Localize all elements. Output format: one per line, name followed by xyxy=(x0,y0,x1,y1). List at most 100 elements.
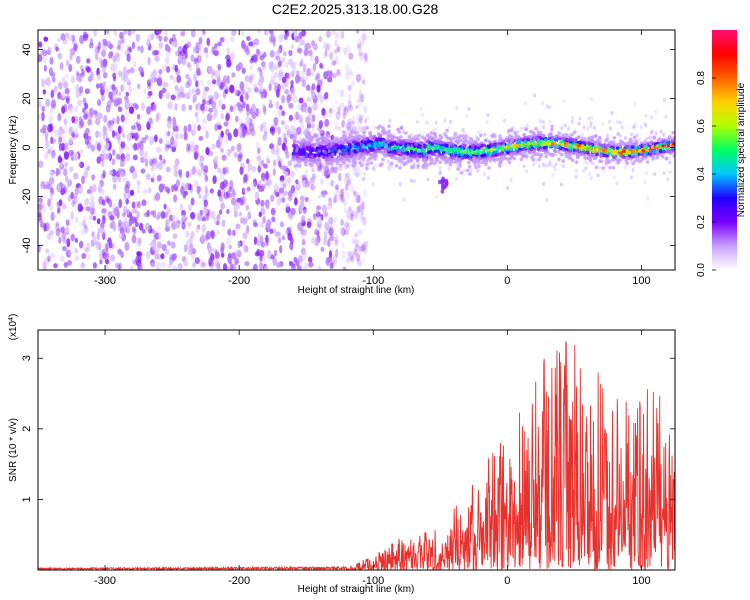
spectrogram-point xyxy=(356,113,361,121)
spectrogram-point xyxy=(637,137,641,142)
spectrogram-point xyxy=(672,154,675,158)
x-tick-label: -200 xyxy=(228,275,250,287)
spectrogram-point xyxy=(313,146,317,151)
spectrogram-point xyxy=(154,251,159,261)
x-tick-label: -300 xyxy=(94,275,116,287)
spectrogram-point xyxy=(120,141,126,149)
spectrogram-point xyxy=(388,163,392,167)
spectrogram-point xyxy=(561,164,566,169)
spectrogram-point xyxy=(469,137,473,141)
spectrogram-point xyxy=(524,169,529,174)
spectrogram-point xyxy=(644,124,648,128)
spectrogram-point xyxy=(206,212,210,221)
spectrogram-point xyxy=(642,154,646,158)
spectrogram-point xyxy=(263,51,267,58)
spectrogram-point xyxy=(662,140,666,145)
spectrogram-point xyxy=(587,116,591,121)
spectrogram-point xyxy=(192,97,196,104)
spectrogram-point xyxy=(174,103,178,111)
spectrogram-point xyxy=(252,104,256,113)
spectrogram-point xyxy=(324,221,330,231)
spectrogram-point xyxy=(69,166,74,173)
spectrogram-point xyxy=(133,142,137,151)
spectrogram-point xyxy=(238,106,243,114)
spectrogram-point xyxy=(211,69,216,76)
spectrogram-point xyxy=(317,265,322,270)
spectrogram-point xyxy=(225,113,230,121)
spectrogram-point xyxy=(283,124,290,130)
spectrogram-point xyxy=(363,56,369,65)
spectrogram-point xyxy=(147,90,153,96)
spectrogram-point xyxy=(75,55,81,64)
spectrogram-point xyxy=(155,266,160,270)
spectrogram-point xyxy=(196,106,201,114)
spectrogram-point xyxy=(553,149,557,153)
spectrogram-point xyxy=(559,134,563,139)
spectrogram-point xyxy=(170,136,175,146)
spectrogram-point xyxy=(352,190,358,197)
spectrogram-point xyxy=(41,105,46,112)
spectrogram-point xyxy=(434,152,438,157)
spectrogram-point xyxy=(219,171,225,181)
spectrogram-point xyxy=(213,91,219,101)
spectrogram-point xyxy=(130,30,135,36)
spectrogram-point xyxy=(381,149,385,154)
spectrogram-point xyxy=(217,124,222,130)
spectrogram-point xyxy=(467,107,471,112)
spectrogram-point xyxy=(97,131,102,138)
spectrogram-point xyxy=(497,164,502,168)
spectrogram-point xyxy=(575,152,580,156)
spectrogram-point xyxy=(359,41,364,47)
spectrogram-point xyxy=(298,97,304,104)
spectrogram-point xyxy=(354,237,360,247)
spectrogram-point xyxy=(168,214,174,222)
spectrogram-point xyxy=(193,180,199,188)
spectrogram-point xyxy=(65,97,70,104)
spectrogram-point xyxy=(131,125,136,131)
spectrogram-point xyxy=(574,174,578,179)
spectrogram-point xyxy=(562,158,566,163)
spectrogram-point xyxy=(342,112,347,119)
spectrogram-point xyxy=(78,240,84,249)
spectrogram-point xyxy=(193,124,197,134)
spectrogram-point xyxy=(316,163,320,167)
spectrogram-point xyxy=(152,245,157,251)
spectrogram-point xyxy=(169,254,173,260)
spectrogram-point xyxy=(259,249,265,257)
spectrogram-point xyxy=(172,233,178,240)
spectrogram-point xyxy=(537,157,541,162)
spectrogram-point xyxy=(354,232,359,238)
spectrogram-point xyxy=(295,167,299,172)
spectrogram-point xyxy=(299,140,303,145)
spectrogram-point xyxy=(486,113,490,118)
spectrogram-point xyxy=(55,167,59,177)
spectrogram-point xyxy=(65,32,69,39)
spectrogram-point xyxy=(280,197,286,203)
spectrogram-point xyxy=(73,193,78,199)
spectrogram-point xyxy=(324,91,329,100)
spectrogram-point xyxy=(608,160,612,165)
spectrogram-point xyxy=(220,252,225,258)
spectrogram-point xyxy=(389,142,394,147)
spectrogram-point xyxy=(351,236,356,245)
spectrogram-point xyxy=(544,154,548,159)
spectrogram-point xyxy=(99,259,103,265)
spectrogram-point xyxy=(224,88,229,95)
spectrogram-point xyxy=(201,223,207,233)
spectrogram-point xyxy=(528,151,532,156)
spectrogram-point xyxy=(569,137,573,142)
spectrogram-point xyxy=(79,34,85,45)
spectrogram-point xyxy=(105,241,110,251)
spectrogram-point xyxy=(328,113,332,118)
spectrogram-point xyxy=(345,191,351,200)
spectrogram-point xyxy=(387,167,391,172)
spectrogram-point xyxy=(509,178,513,182)
spectrogram-point xyxy=(188,104,193,111)
spectrogram-point xyxy=(201,261,207,268)
spectrogram-point xyxy=(196,224,201,230)
spectrogram-point xyxy=(438,170,442,174)
spectrogram-point xyxy=(258,186,262,193)
spectrogram-point xyxy=(58,143,63,152)
spectrogram-point xyxy=(128,86,133,93)
spectrogram-point xyxy=(479,147,484,152)
